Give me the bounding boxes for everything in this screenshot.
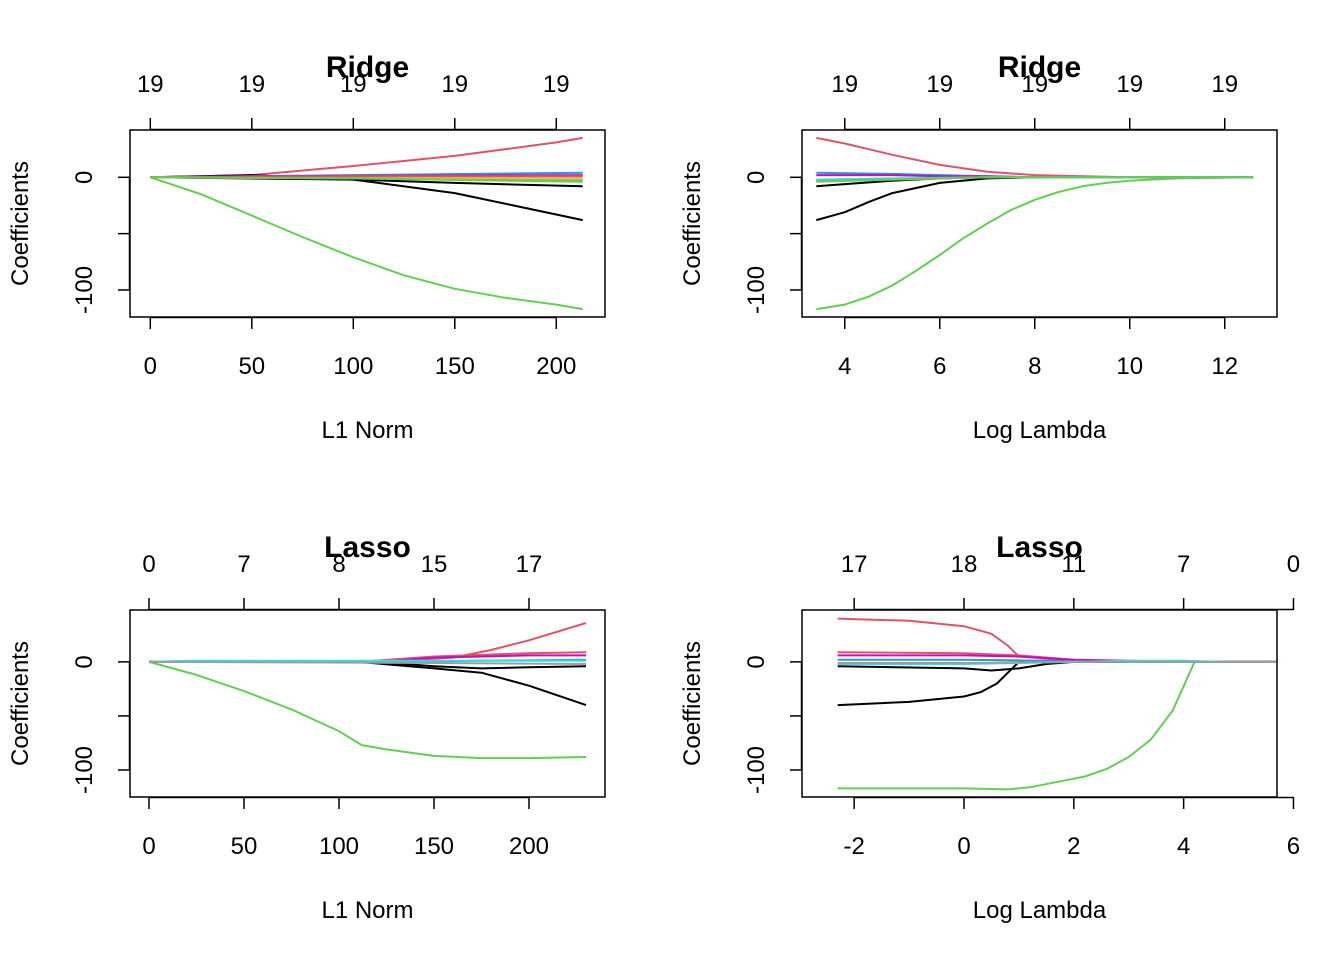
coefficient-path-1 — [816, 176, 1254, 311]
top-tick-label: 19 — [926, 71, 953, 98]
y-tick-label: 0 — [743, 171, 770, 184]
chart-title: Lasso — [324, 531, 411, 564]
top-tick-label: 15 — [421, 551, 448, 578]
panel-4: -2 0 2 4 6 17 18 11 7 0 -100 0 Lasso Log Lambda Coeffi… — [679, 531, 1300, 924]
series-group — [148, 622, 587, 760]
y-axis-label: Coefficients — [7, 161, 34, 286]
x-tick-label: 8 — [1028, 353, 1041, 380]
x-tick-label: 150 — [414, 833, 454, 860]
top-tick-label: 17 — [516, 551, 543, 578]
coefficient-path-2 — [150, 136, 583, 179]
coefficient-path-11 — [150, 176, 583, 183]
top-tick-label: 0 — [142, 551, 155, 578]
x-tick-label: 10 — [1116, 353, 1143, 380]
panel-3: 0 50 100 150 200 0 7 8 15 17 -100 0 Lasso L1 Norm Coef… — [7, 531, 606, 924]
top-tick-label: 19 — [340, 71, 367, 98]
top-tick-label: 18 — [951, 551, 978, 578]
coefficient-path-1 — [148, 660, 587, 760]
coefficient-path-9 — [148, 660, 587, 665]
y-axis-label: Coefficients — [679, 161, 706, 286]
x-tick-label: -2 — [843, 833, 864, 860]
x-tick-label: 0 — [142, 833, 155, 860]
top-tick-label: 19 — [1021, 71, 1048, 98]
coefficient-path-9 — [816, 176, 1254, 183]
y-tick-label: 0 — [71, 171, 98, 184]
panel-2: 4 6 8 10 12 19 19 19 19 19 -100 0 Ridge Log Lambda Coe… — [679, 51, 1278, 444]
y-tick-label: 0 — [743, 655, 770, 668]
x-tick-label: 0 — [144, 353, 157, 380]
plot-frame — [129, 129, 606, 318]
coefficient-path-1 — [149, 176, 583, 311]
coefficient-path-3 — [816, 176, 1254, 222]
coefficient-path-1 — [837, 660, 1277, 791]
top-tick-label: 19 — [831, 71, 858, 98]
top-tick-label: 19 — [137, 71, 164, 98]
top-tick-label: 8 — [332, 551, 345, 578]
x-tick-label: 50 — [231, 833, 258, 860]
x-tick-label: 4 — [838, 353, 851, 380]
x-tick-label: 200 — [536, 353, 576, 380]
top-tick-label: 7 — [1177, 551, 1190, 578]
y-tick-label: -100 — [71, 266, 98, 314]
y-tick-label: -100 — [71, 746, 98, 794]
series-group — [816, 136, 1254, 311]
x-tick-label: 6 — [933, 353, 946, 380]
top-tick-label: 17 — [841, 551, 868, 578]
x-axis-label: L1 Norm — [321, 897, 413, 924]
x-tick-label: 100 — [333, 353, 373, 380]
y-axis-label: Coefficients — [679, 641, 706, 766]
x-tick-label: 100 — [319, 833, 359, 860]
y-axis-label: Coefficients — [7, 641, 34, 766]
x-tick-label: 150 — [435, 353, 475, 380]
x-axis-label: Log Lambda — [973, 417, 1107, 444]
plot-frame — [801, 129, 1278, 318]
x-axis-label: Log Lambda — [973, 897, 1107, 924]
x-tick-label: 4 — [1177, 833, 1190, 860]
coefficient-path-9 — [837, 660, 1277, 664]
top-tick-label: 19 — [1211, 71, 1238, 98]
top-tick-label: 19 — [543, 71, 570, 98]
chart-title: Lasso — [996, 531, 1083, 564]
top-tick-label: 11 — [1061, 551, 1086, 578]
top-tick-label: 19 — [441, 71, 468, 98]
series-group — [149, 136, 583, 311]
x-tick-label: 50 — [238, 353, 265, 380]
panel-1: 0 50 100 150 200 19 19 19 19 19 -100 0 Ridge L1 Norm C… — [7, 51, 606, 444]
x-tick-label: 0 — [957, 833, 970, 860]
x-axis-label: L1 Norm — [321, 417, 413, 444]
coefficient-path-3 — [837, 660, 1277, 707]
y-tick-label: -100 — [743, 746, 770, 794]
top-tick-label: 0 — [1287, 551, 1300, 578]
top-tick-label: 7 — [237, 551, 250, 578]
chart-title: Ridge — [326, 51, 409, 84]
top-tick-label: 19 — [238, 71, 265, 98]
x-tick-label: 6 — [1287, 833, 1300, 860]
x-tick-label: 2 — [1067, 833, 1080, 860]
x-tick-label: 200 — [509, 833, 549, 860]
coefficient-path-2 — [816, 136, 1254, 179]
chart-title: Ridge — [998, 51, 1081, 84]
y-tick-label: -100 — [743, 266, 770, 314]
coefficient-path-3 — [150, 174, 583, 222]
series-group — [837, 617, 1277, 791]
y-tick-label: 0 — [71, 655, 98, 668]
x-tick-label: 12 — [1211, 353, 1238, 380]
top-tick-label: 19 — [1116, 71, 1143, 98]
